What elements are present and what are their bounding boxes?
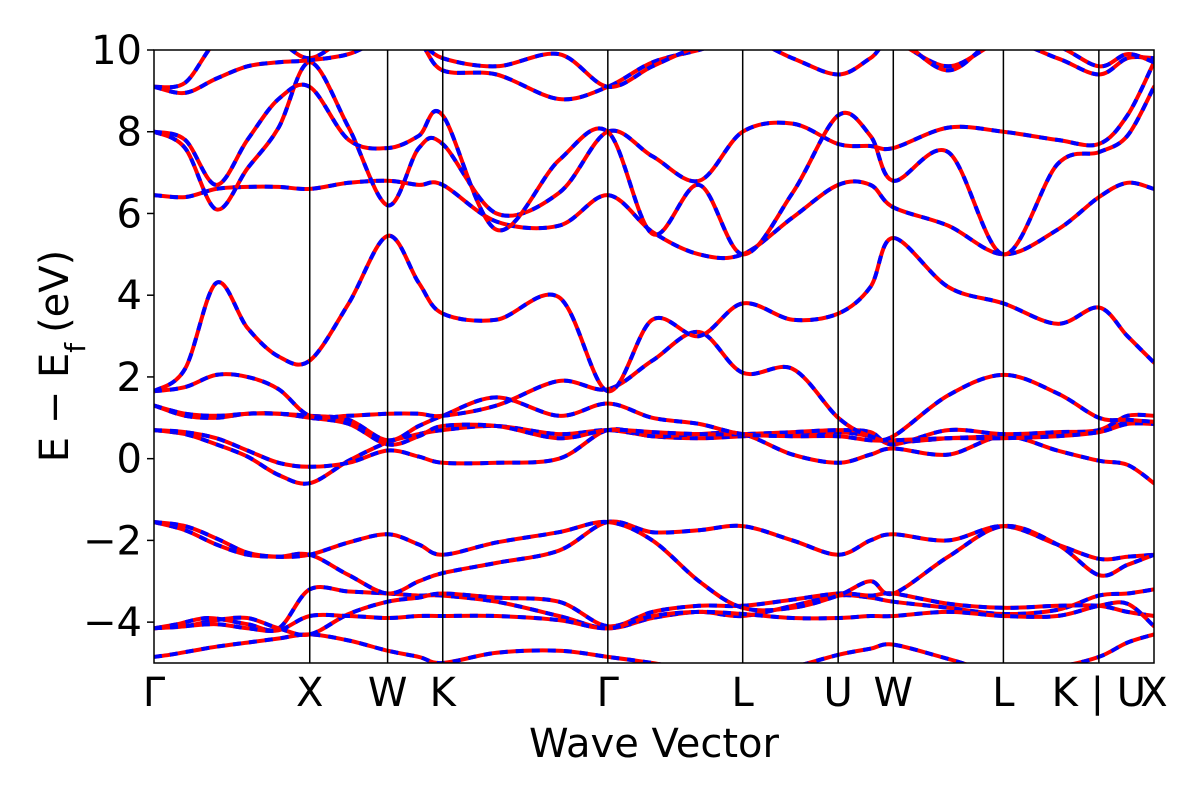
x-tick-label-2: W <box>368 670 408 716</box>
y-tick-label-0: −4 <box>83 600 142 646</box>
y-tick-label-7: 10 <box>91 28 142 74</box>
x-tick-label-3: K <box>430 670 458 716</box>
band-10-dashed-line <box>154 395 1154 443</box>
x-axis-label: Wave Vector <box>529 721 780 767</box>
y-axis-label-subscript: f <box>59 342 92 353</box>
x-tick-label-9: K | U <box>1052 670 1146 716</box>
band-16-solid-line <box>154 50 1154 102</box>
band-11-dashed-line <box>154 329 1154 443</box>
band-6-dashed-line <box>154 519 1154 613</box>
y-axis-label-group: E − Ef (eV) <box>32 250 92 463</box>
y-axis-ticks: −4 −2 0 2 4 6 8 10 <box>83 28 154 646</box>
band-17-solid-line <box>154 50 1154 96</box>
x-tick-label-10: X <box>1140 670 1167 716</box>
band-14-dashed-line <box>154 60 1154 218</box>
x-tick-label-1: X <box>296 670 323 716</box>
plot-frame <box>153 49 1155 664</box>
x-tick-label-8: L <box>992 670 1015 716</box>
y-axis-label-main: E − E <box>32 353 78 463</box>
y-axis-label: E − Ef (eV) <box>32 250 92 463</box>
band-1-dashed-line <box>154 632 1154 663</box>
band-13-dashed-line <box>154 178 1154 261</box>
x-tick-label-5: L <box>732 670 755 716</box>
y-tick-label-4: 4 <box>117 273 142 319</box>
y-tick-label-1: −2 <box>83 518 142 564</box>
y-tick-label-2: 0 <box>117 437 142 483</box>
band-4-dashed-line <box>154 600 1154 633</box>
y-axis-label-unit: (eV) <box>32 250 78 333</box>
band-15-dashed-line <box>154 82 1154 257</box>
y-tick-label-5: 6 <box>117 191 142 237</box>
band-12-solid-line <box>154 233 1154 394</box>
band-8-dashed-line <box>154 427 1154 485</box>
kpoint-lines <box>308 50 1100 663</box>
y-tick-label-6: 8 <box>117 110 142 156</box>
x-tick-label-7: W <box>874 670 914 716</box>
x-tick-label-4: Γ <box>597 670 620 716</box>
x-tick-label-6: U <box>824 670 853 716</box>
bands-layer <box>154 50 1154 663</box>
y-tick-label-3: 2 <box>117 355 142 401</box>
x-tick-label-0: Γ <box>143 670 166 716</box>
